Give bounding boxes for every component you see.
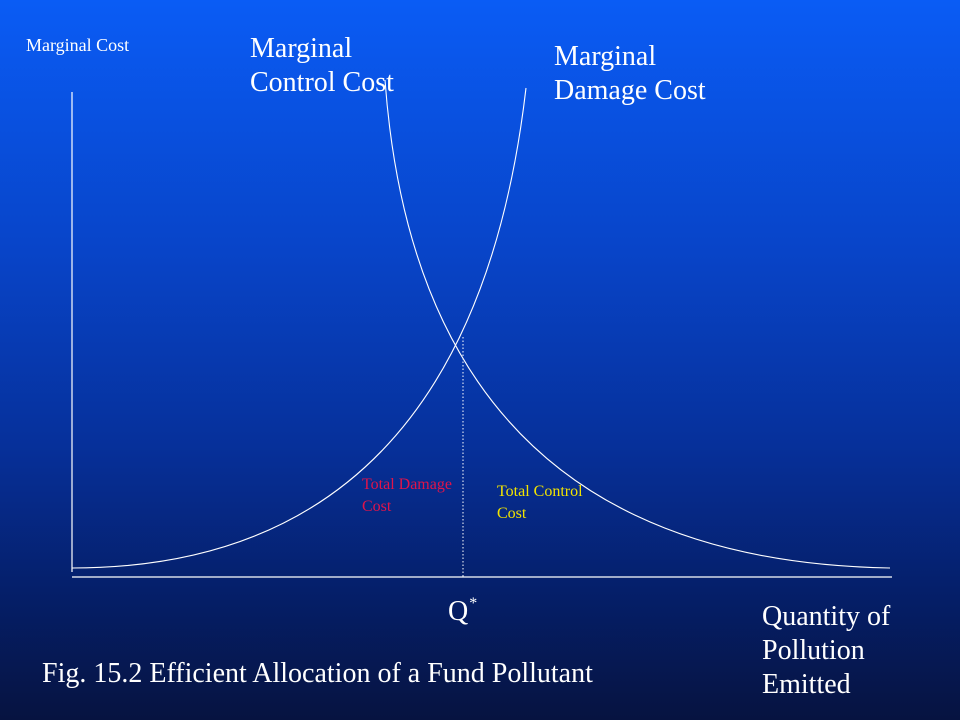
total-control-cost-label: Total Control Cost	[497, 483, 583, 523]
x-axis-label: Quantity of Pollution Emitted	[762, 601, 891, 701]
marginal-damage-cost-label: Marginal Damage Cost	[554, 41, 706, 107]
total-damage-cost-label: Total Damage Cost	[362, 476, 452, 516]
marginal-damage-cost-curve	[71, 87, 527, 569]
marginal-control-cost-label: Marginal Control Cost	[250, 33, 394, 99]
figure-caption: Fig. 15.2 Efficient Allocation of a Fund…	[42, 658, 593, 689]
q-star-superscript: *	[469, 595, 478, 612]
marginal-control-cost-curve	[384, 79, 891, 569]
y-axis-label: Marginal Cost	[26, 35, 130, 55]
q-star-base: Q	[448, 596, 469, 627]
q-star-label: Q*	[448, 594, 477, 629]
